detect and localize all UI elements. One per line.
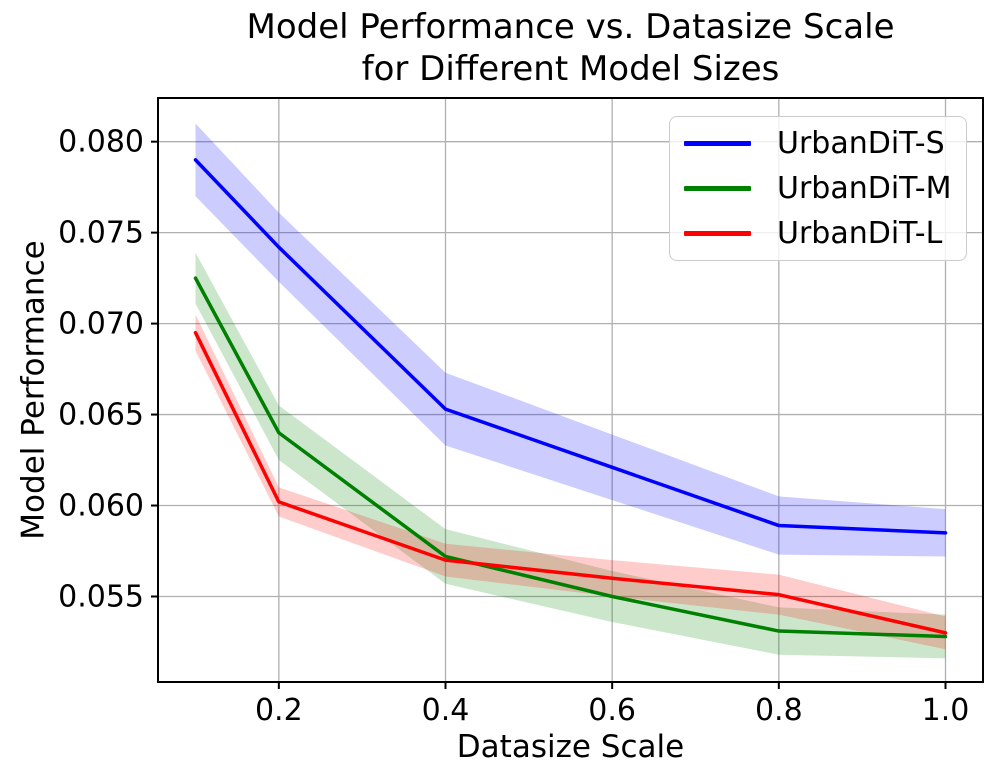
legend-label: UrbanDiT-M [777, 170, 952, 206]
axes-spines [157, 97, 984, 683]
y-tick-label: 0.065 [58, 398, 144, 433]
y-tick-label: 0.070 [58, 307, 144, 342]
y-tick-label: 0.055 [58, 579, 144, 614]
legend: UrbanDiT-S UrbanDiT-M UrbanDiT-L [669, 116, 967, 261]
legend-label: UrbanDiT-S [777, 125, 945, 161]
x-tick-label: 0.8 [755, 693, 803, 728]
chart-title: Model Performance vs. Datasize Scale for… [158, 6, 983, 90]
x-axis-label: Datasize Scale [456, 729, 685, 765]
chart-title-line2: for Different Model Sizes [361, 49, 780, 89]
legend-line-sample-icon [684, 141, 751, 146]
y-tick-label: 0.075 [58, 216, 144, 251]
legend-line-sample-icon [684, 186, 751, 191]
data-line-urbandit-m [193, 276, 948, 639]
x-tick-label: 0.2 [255, 693, 303, 728]
x-tick-label: 0.4 [422, 693, 470, 728]
data-line-urbandit-s [193, 158, 948, 535]
confidence-band-urbandit-s [195, 123, 946, 557]
legend-item-urbandit-l: UrbanDiT-L [684, 215, 952, 251]
legend-item-urbandit-m: UrbanDiT-M [684, 170, 952, 206]
y-axis-label: Model Performance [15, 240, 52, 540]
y-tick-label: 0.080 [58, 125, 144, 160]
chart-title-line1: Model Performance vs. Datasize Scale [246, 7, 895, 47]
y-tick-label: 0.060 [58, 489, 144, 524]
legend-item-urbandit-s: UrbanDiT-S [684, 125, 952, 161]
x-tick-label: 0.6 [588, 693, 636, 728]
legend-label: UrbanDiT-L [777, 215, 943, 251]
x-tick-label: 1.0 [922, 693, 970, 728]
data-line-urbandit-l [193, 330, 948, 635]
confidence-band-urbandit-m [195, 252, 946, 659]
legend-line-sample-icon [684, 231, 751, 236]
